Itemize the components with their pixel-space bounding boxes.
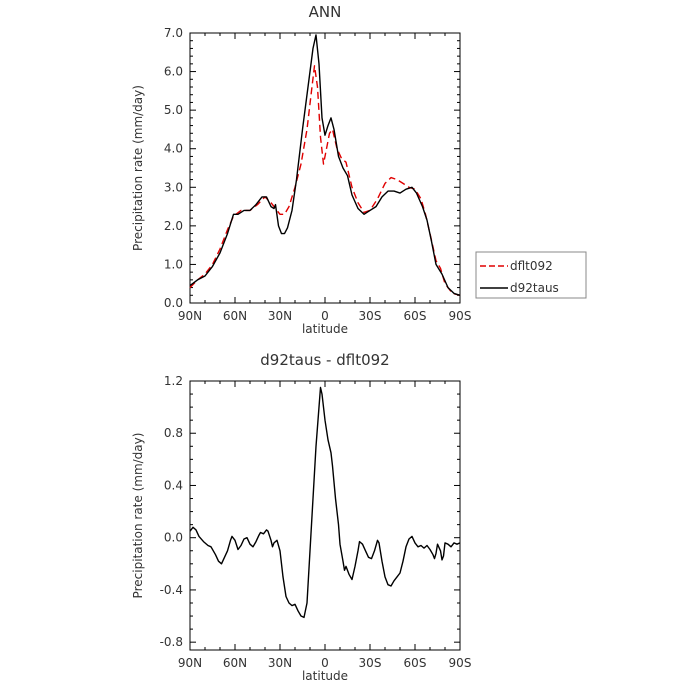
x-tick-label: 0	[321, 656, 329, 670]
x-tick-label: 30S	[359, 309, 382, 323]
y-axis-title: Precipitation rate (mm/day)	[131, 433, 145, 599]
x-tick-label: 90N	[178, 656, 202, 670]
x-tick-label: 0	[321, 309, 329, 323]
series-line-series-0	[189, 386, 461, 619]
y-tick-label: 7.0	[164, 26, 183, 40]
x-tick-label: 60S	[404, 309, 427, 323]
y-tick-label: 0.0	[164, 296, 183, 310]
y-tick-label: -0.8	[160, 635, 183, 649]
legend-label-d92taus: d92taus	[510, 281, 559, 295]
y-tick-label: 1.0	[164, 257, 183, 271]
plot-frame	[189, 32, 461, 304]
top-panel: 90N 60N 30N 0 30S 60S 90S 0.0 1.0 2.0 3.0 4.0 5.0 6.0…	[131, 3, 471, 336]
y-tick-label: 0.4	[164, 478, 183, 492]
legend-label-dflt092: dflt092	[510, 259, 553, 273]
x-tick-label: 30N	[268, 656, 292, 670]
series-line-d92taus	[189, 34, 461, 296]
x-tick-label: 30S	[359, 656, 382, 670]
x-tick-label: 60N	[223, 309, 247, 323]
panel-title: d92taus - dflt092	[260, 351, 389, 369]
y-tick-label: 0.0	[164, 531, 183, 545]
panel-title: ANN	[309, 3, 342, 21]
x-tick-label: 90S	[449, 656, 472, 670]
y-tick-label: 4.0	[164, 142, 183, 156]
y-tick-label: 1.2	[164, 374, 183, 388]
y-tick-label: 6.0	[164, 65, 183, 79]
legend-box	[475, 251, 587, 299]
x-axis-title: latitude	[302, 669, 348, 683]
legend: dflt092 d92taus	[475, 251, 587, 299]
y-tick-label: 5.0	[164, 103, 183, 117]
y-tick-label: -0.4	[160, 583, 183, 597]
x-tick-label: 90S	[449, 309, 472, 323]
x-tick-label: 60N	[223, 656, 247, 670]
series-line-dflt092	[189, 65, 461, 296]
bottom-panel: 90N 60N 30N 0 30S 60S 90S -0.8 -0.4 0.0 0.4 0.8 1.2 d…	[131, 351, 471, 683]
x-tick-label: 60S	[404, 656, 427, 670]
x-axis-title: latitude	[302, 322, 348, 336]
y-tick-label: 3.0	[164, 180, 183, 194]
y-tick-label: 0.8	[164, 426, 183, 440]
x-tick-label: 30N	[268, 309, 292, 323]
y-tick-label: 2.0	[164, 219, 183, 233]
y-axis-title: Precipitation rate (mm/day)	[131, 85, 145, 251]
x-tick-label: 90N	[178, 309, 202, 323]
